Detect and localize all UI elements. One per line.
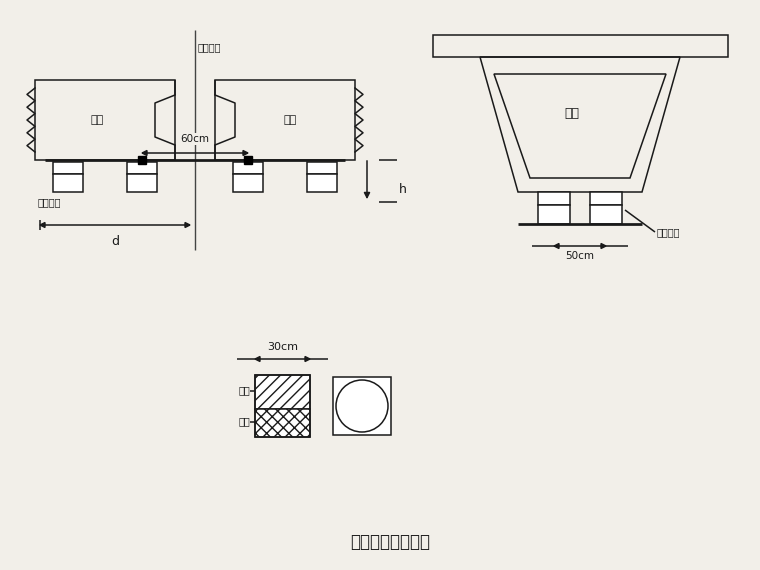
Text: 50cm: 50cm: [565, 251, 594, 261]
Text: d: d: [111, 235, 119, 248]
Polygon shape: [601, 243, 606, 249]
Text: 板方: 板方: [238, 417, 250, 426]
Bar: [307, 174, 337, 192]
Bar: [35, 80, 175, 160]
Bar: [255, 409, 310, 437]
Bar: [307, 162, 337, 174]
Text: h: h: [399, 183, 407, 196]
Text: 主梁: 主梁: [90, 115, 103, 125]
Text: 桿中心线: 桿中心线: [198, 42, 221, 52]
Polygon shape: [40, 222, 45, 227]
Bar: [433, 35, 728, 57]
Bar: [255, 375, 310, 437]
Polygon shape: [185, 222, 190, 227]
Text: 主梁: 主梁: [565, 107, 579, 120]
Bar: [538, 192, 570, 205]
Text: 非连续端临时支座: 非连续端临时支座: [350, 533, 430, 551]
Bar: [590, 205, 622, 224]
Text: 断面厚度: 断面厚度: [657, 227, 680, 237]
Polygon shape: [305, 356, 310, 361]
Bar: [53, 174, 83, 192]
Bar: [590, 192, 622, 205]
Text: 沙袋: 沙袋: [238, 385, 250, 396]
Bar: [127, 174, 157, 192]
Bar: [53, 162, 83, 174]
Text: 主梁: 主梁: [283, 115, 296, 125]
Bar: [333, 377, 391, 435]
Text: 60cm: 60cm: [181, 134, 210, 144]
Polygon shape: [255, 356, 260, 361]
Polygon shape: [554, 243, 559, 249]
Polygon shape: [243, 150, 248, 156]
Bar: [538, 205, 570, 224]
Text: 制支戴线: 制支戴线: [38, 197, 62, 207]
Ellipse shape: [336, 380, 388, 432]
Text: 30cm: 30cm: [267, 342, 298, 352]
Bar: [233, 174, 263, 192]
Bar: [233, 162, 263, 174]
Bar: [255, 375, 310, 409]
Polygon shape: [142, 150, 147, 156]
Bar: [215, 80, 355, 160]
Bar: [127, 162, 157, 174]
